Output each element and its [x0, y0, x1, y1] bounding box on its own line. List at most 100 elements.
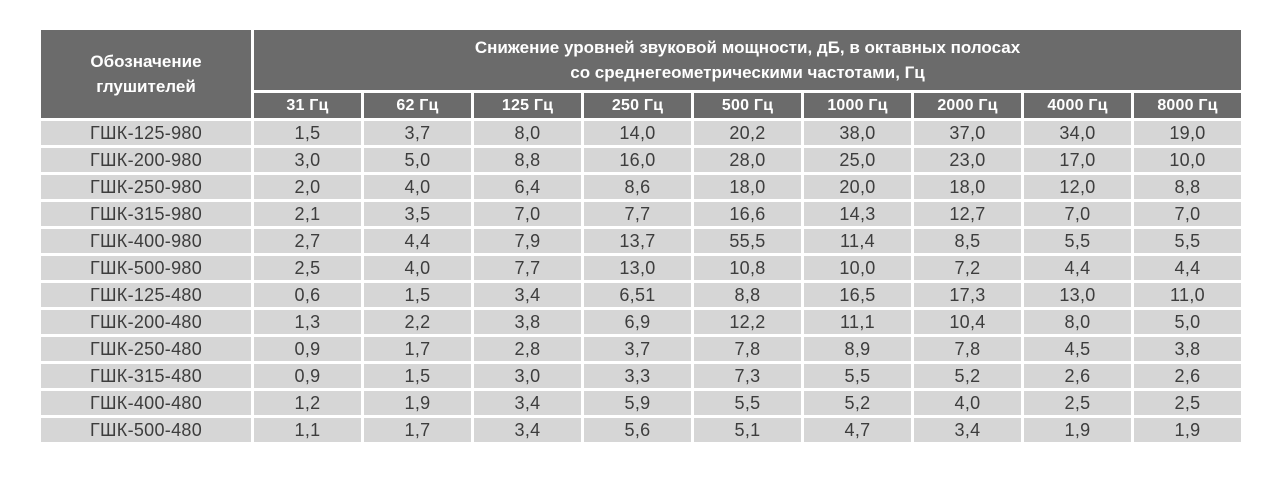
attenuation-value: 10,0	[804, 256, 911, 280]
attenuation-value: 3,5	[364, 202, 471, 226]
attenuation-value: 8,5	[914, 229, 1021, 253]
silencer-designation: ГШК-250-980	[41, 175, 251, 199]
frequency-column-header: 250 Гц	[584, 93, 691, 118]
attenuation-value: 1,9	[1134, 418, 1241, 442]
silencer-designation: ГШК-125-480	[41, 283, 251, 307]
attenuation-value: 8,9	[804, 337, 911, 361]
attenuation-value: 8,8	[1134, 175, 1241, 199]
attenuation-value: 7,7	[474, 256, 581, 280]
attenuation-value: 4,0	[364, 256, 471, 280]
attenuation-value: 3,8	[474, 310, 581, 334]
attenuation-value: 20,2	[694, 121, 801, 145]
table-row: ГШК-400-980 2,7 4,4 7,9 13,7 55,5 11,4 8,5 5,5 5,…	[41, 229, 1241, 253]
attenuation-value: 5,0	[364, 148, 471, 172]
attenuation-value: 11,1	[804, 310, 911, 334]
table-row: ГШК-400-480 1,2 1,9 3,4 5,9 5,5 5,2 4,0 2,5 2,5	[41, 391, 1241, 415]
attenuation-value: 2,1	[254, 202, 361, 226]
silencer-designation: ГШК-125-980	[41, 121, 251, 145]
silencer-designation: ГШК-400-480	[41, 391, 251, 415]
attenuation-value: 38,0	[804, 121, 911, 145]
attenuation-value: 5,5	[804, 364, 911, 388]
attenuation-value: 12,7	[914, 202, 1021, 226]
attenuation-value: 14,3	[804, 202, 911, 226]
attenuation-value: 11,0	[1134, 283, 1241, 307]
attenuation-value: 7,9	[474, 229, 581, 253]
attenuation-value: 7,0	[474, 202, 581, 226]
table-row: ГШК-125-980 1,5 3,7 8,0 14,0 20,2 38,0 37,0 34,0…	[41, 121, 1241, 145]
attenuation-value: 7,8	[694, 337, 801, 361]
attenuation-value: 3,4	[914, 418, 1021, 442]
attenuation-value: 28,0	[694, 148, 801, 172]
attenuation-value: 2,8	[474, 337, 581, 361]
attenuation-value: 1,2	[254, 391, 361, 415]
attenuation-value: 18,0	[914, 175, 1021, 199]
attenuation-value: 5,2	[804, 391, 911, 415]
attenuation-value: 7,0	[1024, 202, 1131, 226]
attenuation-value: 17,0	[1024, 148, 1131, 172]
attenuation-value: 0,9	[254, 364, 361, 388]
attenuation-value: 12,0	[1024, 175, 1131, 199]
attenuation-value: 55,5	[694, 229, 801, 253]
attenuation-value: 7,7	[584, 202, 691, 226]
attenuation-value: 3,3	[584, 364, 691, 388]
attenuation-value: 12,2	[694, 310, 801, 334]
attenuation-value: 1,9	[1024, 418, 1131, 442]
attenuation-value: 5,2	[914, 364, 1021, 388]
attenuation-value: 19,0	[1134, 121, 1241, 145]
attenuation-value: 5,0	[1134, 310, 1241, 334]
attenuation-value: 4,4	[1024, 256, 1131, 280]
attenuation-value: 10,8	[694, 256, 801, 280]
main-header-line1: Снижение уровней звуковой мощности, дБ, …	[474, 37, 1021, 57]
attenuation-value: 5,1	[694, 418, 801, 442]
table-body: ГШК-125-980 1,5 3,7 8,0 14,0 20,2 38,0 37,0 34,0…	[41, 121, 1241, 442]
silencer-designation: ГШК-315-980	[41, 202, 251, 226]
attenuation-value: 10,0	[1134, 148, 1241, 172]
attenuation-value: 8,8	[474, 148, 581, 172]
attenuation-value: 1,7	[364, 337, 471, 361]
attenuation-value: 0,6	[254, 283, 361, 307]
attenuation-value: 13,0	[1024, 283, 1131, 307]
attenuation-value: 3,0	[254, 148, 361, 172]
attenuation-value: 5,5	[694, 391, 801, 415]
attenuation-value: 23,0	[914, 148, 1021, 172]
attenuation-value: 4,4	[1134, 256, 1241, 280]
attenuation-value: 8,0	[1024, 310, 1131, 334]
table-row: ГШК-200-980 3,0 5,0 8,8 16,0 28,0 25,0 23,0 17,0…	[41, 148, 1241, 172]
attenuation-value: 3,4	[474, 283, 581, 307]
attenuation-value: 2,5	[1024, 391, 1131, 415]
attenuation-value: 3,0	[474, 364, 581, 388]
attenuation-value: 1,3	[254, 310, 361, 334]
silencer-designation: ГШК-200-480	[41, 310, 251, 334]
frequency-column-header: 31 Гц	[254, 93, 361, 118]
attenuation-value: 10,4	[914, 310, 1021, 334]
attenuation-value: 13,7	[584, 229, 691, 253]
frequency-column-header: 62 Гц	[364, 93, 471, 118]
attenuation-value: 8,8	[694, 283, 801, 307]
table-row: ГШК-500-480 1,1 1,7 3,4 5,6 5,1 4,7 3,4 1,9 1,9	[41, 418, 1241, 442]
silencer-designation: ГШК-315-480	[41, 364, 251, 388]
attenuation-value: 25,0	[804, 148, 911, 172]
attenuation-value: 5,6	[584, 418, 691, 442]
attenuation-value: 16,5	[804, 283, 911, 307]
attenuation-value: 1,5	[254, 121, 361, 145]
attenuation-value: 3,7	[364, 121, 471, 145]
attenuation-value: 34,0	[1024, 121, 1131, 145]
table-row: ГШК-500-980 2,5 4,0 7,7 13,0 10,8 10,0 7,2 4,4 4,…	[41, 256, 1241, 280]
attenuation-value: 2,7	[254, 229, 361, 253]
attenuation-value: 1,5	[364, 283, 471, 307]
silencer-designation: ГШК-500-980	[41, 256, 251, 280]
table-row: ГШК-125-480 0,6 1,5 3,4 6,51 8,8 16,5 17,3 13,0 1…	[41, 283, 1241, 307]
attenuation-value: 16,0	[584, 148, 691, 172]
attenuation-value: 4,0	[364, 175, 471, 199]
frequency-column-header: 1000 Гц	[804, 93, 911, 118]
attenuation-value: 2,6	[1024, 364, 1131, 388]
attenuation-value: 16,6	[694, 202, 801, 226]
table-row: ГШК-250-480 0,9 1,7 2,8 3,7 7,8 8,9 7,8 4,5 3,8	[41, 337, 1241, 361]
attenuation-value: 3,8	[1134, 337, 1241, 361]
attenuation-value: 1,1	[254, 418, 361, 442]
main-header: Снижение уровней звуковой мощности, дБ, …	[254, 30, 1241, 90]
attenuation-value: 17,3	[914, 283, 1021, 307]
table-header: Обозначение глушителей Снижение уровней …	[41, 30, 1241, 118]
attenuation-value: 5,5	[1024, 229, 1131, 253]
attenuation-value: 4,7	[804, 418, 911, 442]
